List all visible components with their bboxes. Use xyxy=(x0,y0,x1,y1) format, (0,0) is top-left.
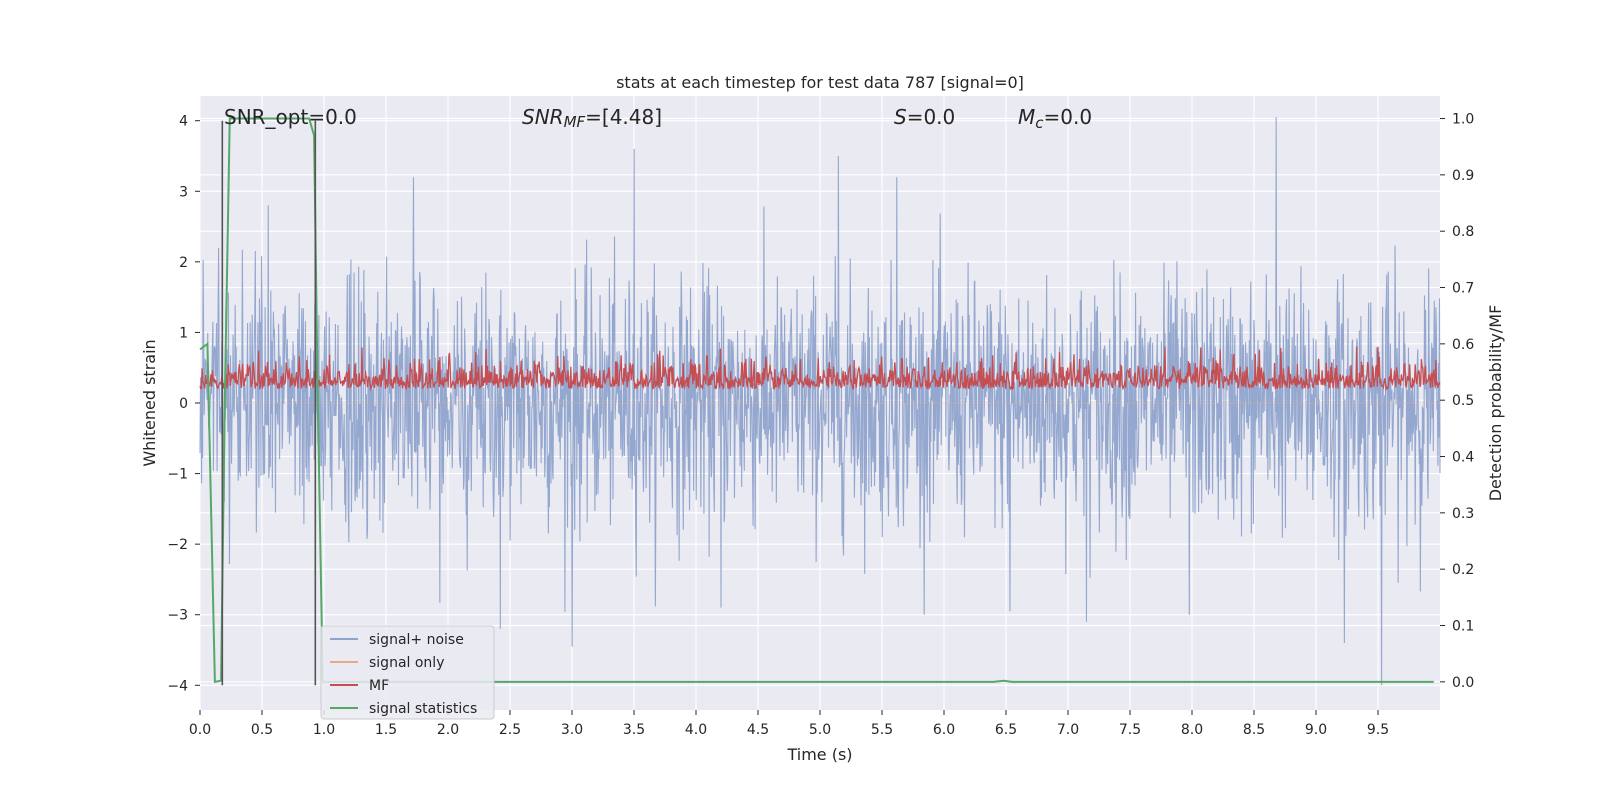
annotation-snr-mf-symbol: SNR xyxy=(522,105,564,129)
y-left-tick-label: 2 xyxy=(179,255,188,271)
legend-label-signal-noise: signal+ noise xyxy=(369,632,464,648)
x-tick-label: 1.0 xyxy=(313,722,335,738)
x-tick-label: 1.5 xyxy=(375,722,397,738)
annotation-snr-opt: SNR_opt=0.0 xyxy=(224,105,357,129)
y-right-tick-label: 0.0 xyxy=(1452,675,1474,691)
legend-label-signal-only: signal only xyxy=(369,655,444,671)
y-right-tick-label: 1.0 xyxy=(1452,112,1474,128)
x-tick-label: 3.5 xyxy=(623,722,645,738)
x-tick-label: 8.0 xyxy=(1181,722,1203,738)
x-axis-label: Time (s) xyxy=(786,745,852,764)
y-right-tick-label: 0.6 xyxy=(1452,337,1474,353)
annotation-snr-mf-value: =[4.48] xyxy=(585,105,662,129)
x-tick-label: 0.0 xyxy=(189,722,211,738)
annotation-s: S=0.0 xyxy=(894,105,955,129)
annotation-snr-mf-subscript: MF xyxy=(564,113,586,131)
x-axis-ticks: 0.0 0.5 1.0 1.5 2.0 2.5 3.0 3.5 4.0 4.5 5.0 5.5 6.0 6… xyxy=(189,710,1389,738)
y-axis-right-ticks: 0.0 0.1 0.2 0.3 0.4 0.5 0.6 0.7 0.8 0.9 1.0 xyxy=(1440,112,1474,691)
series-mf-line xyxy=(199,346,1441,392)
y-left-tick-label: 0 xyxy=(179,396,188,412)
x-tick-label: 4.5 xyxy=(747,722,769,738)
x-tick-label: 5.0 xyxy=(809,722,831,738)
x-tick-label: 0.5 xyxy=(251,722,273,738)
y-right-tick-label: 0.5 xyxy=(1452,393,1474,409)
x-tick-label: 7.0 xyxy=(1057,722,1079,738)
y-right-tick-label: 0.7 xyxy=(1452,281,1474,297)
annotation-s-value: =0.0 xyxy=(907,105,956,129)
y-right-tick-label: 0.1 xyxy=(1452,619,1474,635)
y-left-tick-label: 4 xyxy=(179,114,188,130)
x-tick-label: 9.0 xyxy=(1305,722,1327,738)
annotation-s-symbol: S xyxy=(894,105,907,129)
y-right-tick-label: 0.9 xyxy=(1452,168,1474,184)
series-signal-statistics-line xyxy=(199,117,1434,684)
y-right-tick-label: 0.4 xyxy=(1452,450,1474,466)
x-tick-label: 2.5 xyxy=(499,722,521,738)
annotation-mc-value: =0.0 xyxy=(1044,105,1093,129)
x-tick-label: 5.5 xyxy=(871,722,893,738)
legend-label-mf: MF xyxy=(369,678,389,694)
vertical-markers xyxy=(221,120,317,686)
x-tick-label: 4.0 xyxy=(685,722,707,738)
y-left-tick-label: 3 xyxy=(179,184,188,200)
y-axis-left-ticks: −4 −3 −2 −1 0 1 2 3 4 xyxy=(167,114,200,694)
y-left-tick-label: −1 xyxy=(167,467,188,483)
x-tick-label: 2.0 xyxy=(437,722,459,738)
x-tick-label: 7.5 xyxy=(1119,722,1141,738)
y-left-tick-label: 1 xyxy=(179,325,188,341)
annotation-mc: Mc=0.0 xyxy=(1018,105,1092,132)
y-right-tick-label: 0.2 xyxy=(1452,562,1474,578)
y-axis-right-label: Detection probability/MF xyxy=(1486,305,1505,502)
legend-label-signal-statistics: signal statistics xyxy=(369,701,477,717)
y-left-tick-label: −3 xyxy=(167,608,188,624)
series-signal-noise-line xyxy=(199,117,1441,686)
y-left-tick-label: −4 xyxy=(167,678,188,694)
y-left-tick-label: −2 xyxy=(167,537,188,553)
y-right-tick-label: 0.8 xyxy=(1452,224,1474,240)
x-tick-label: 8.5 xyxy=(1243,722,1265,738)
y-axis-left-label: Whitened strain xyxy=(140,339,159,466)
annotation-mc-symbol: M xyxy=(1018,105,1035,129)
legend-box xyxy=(320,625,495,720)
x-tick-label: 6.0 xyxy=(933,722,955,738)
x-tick-label: 6.5 xyxy=(995,722,1017,738)
annotation-snr-mf: SNRMF=[4.48] xyxy=(522,105,662,131)
data-series xyxy=(199,117,1441,686)
y-right-tick-label: 0.3 xyxy=(1452,506,1474,522)
legend: signal+ noise signal only MF signal stat… xyxy=(320,625,495,720)
annotation-mc-subscript: c xyxy=(1035,114,1044,132)
x-tick-label: 9.5 xyxy=(1367,722,1389,738)
chart-title: stats at each timestep for test data 787… xyxy=(616,73,1024,92)
x-tick-label: 3.0 xyxy=(561,722,583,738)
